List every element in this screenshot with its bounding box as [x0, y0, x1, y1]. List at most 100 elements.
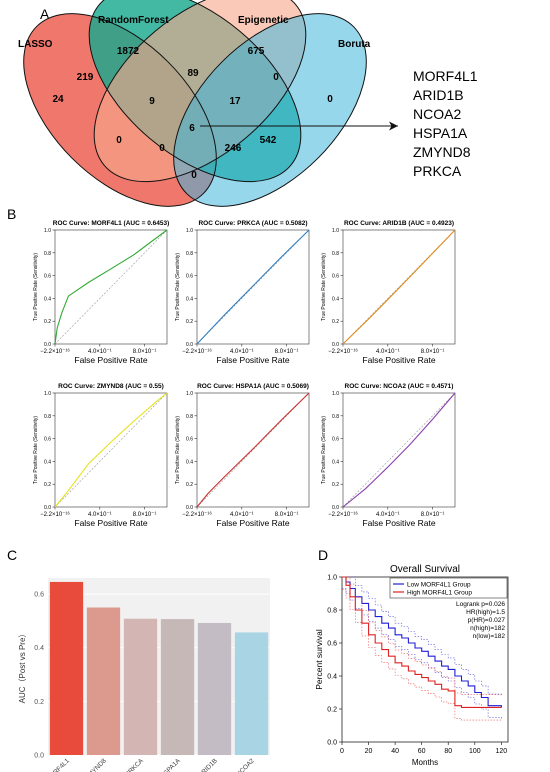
roc-y-tick-label: 0.4: [44, 296, 51, 302]
survival-y-tick-label: 0.4: [327, 674, 337, 681]
roc-y-tick-label: 0.0: [332, 505, 339, 511]
roc-x-tick-label: 8.0×10⁻¹: [421, 349, 445, 355]
roc-x-tick-label: −2.2×10⁻¹⁶: [40, 511, 70, 518]
venn-set-label-epigenetic: Epigenetic: [238, 15, 289, 26]
survival-x-tick-label: 40: [391, 748, 399, 755]
roc-curve-prkca: [196, 229, 310, 345]
venn-count-lasso-epi: 0: [116, 135, 122, 146]
roc-x-axis-label: False Positive Rate: [216, 518, 289, 528]
roc-y-tick-label: 0.8: [44, 251, 51, 257]
roc-y-tick-label: 0.2: [44, 482, 51, 488]
roc-x-tick-label: 8.0×10⁻¹: [275, 512, 299, 518]
venn-count-lasso-boruta: 0: [191, 170, 197, 181]
roc-y-axis-label: True Positive Rate (Sensitivity): [175, 416, 181, 485]
bar-zmynd8: [86, 607, 121, 755]
survival-annotation: Logrank p=0.026: [456, 601, 505, 608]
roc-y-axis-label: True Positive Rate (Sensitivity): [321, 416, 327, 485]
roc-y-tick-label: 0.2: [186, 482, 193, 488]
roc-x-axis-label: False Positive Rate: [362, 518, 435, 528]
roc-x-axis-label: False Positive Rate: [216, 355, 289, 365]
roc-plot-frame: [196, 392, 310, 508]
roc-y-tick-label: 0.4: [44, 459, 51, 465]
roc-x-tick-label: 4.0×10⁻¹: [88, 349, 112, 355]
gene-4: HSPA1A: [413, 125, 468, 141]
survival-y-tick-label: 0.6: [327, 641, 337, 648]
roc-y-tick-label: 0.8: [332, 251, 339, 257]
gene-6: PRKCA: [413, 163, 462, 179]
roc-y-axis-label: True Positive Rate (Sensitivity): [33, 253, 39, 322]
roc-y-tick-label: 1.0: [44, 228, 51, 234]
venn-set-boruta: [173, 13, 367, 207]
roc-panel-hspa1a: ROC Curve: HSPA1A (AUC = 0.5069) 0.0 0.2 0.…: [175, 383, 310, 528]
panel-label-a: A: [40, 6, 50, 22]
roc-plot-frame: [54, 392, 168, 508]
roc-x-tick-label: 4.0×10⁻¹: [376, 512, 400, 518]
venn-count-boruta-only: 0: [327, 94, 333, 105]
roc-y-tick-label: 0.0: [44, 342, 51, 348]
roc-title: ROC Curve: MORF4L1 (AUC = 0.6453): [53, 220, 170, 227]
roc-curve-hspa1a: [196, 392, 310, 508]
venn-set-label-randomforest: RandomForest: [98, 15, 169, 26]
roc-x-tick-label: −2.2×10⁻¹⁶: [328, 511, 358, 518]
bar-category-label: NCOA2: [235, 757, 256, 772]
roc-x-tick-label: 8.0×10⁻¹: [275, 349, 299, 355]
venn-count-rf-epi: 89: [187, 68, 199, 79]
survival-plot-frame: [341, 576, 509, 743]
survival-y-tick-label: 0.8: [327, 608, 337, 615]
bar-y-tick-label: 0.6: [34, 592, 44, 599]
roc-plot-frame: [196, 229, 310, 345]
roc-y-tick-label: 1.0: [186, 228, 193, 234]
survival-annotation: n(low)=182: [473, 633, 506, 640]
panel-label-d: D: [318, 547, 328, 563]
bar-category-label: ZMYND8: [84, 757, 108, 772]
roc-title: ROC Curve: ARID1B (AUC = 0.4923): [344, 220, 454, 227]
roc-y-tick-label: 0.4: [332, 459, 339, 465]
survival-y-tick-label: 1.0: [327, 575, 337, 582]
roc-curve-ncoa2: [342, 392, 456, 508]
roc-y-tick-label: 0.6: [332, 274, 339, 280]
roc-title: ROC Curve: ZMYND8 (AUC = 0.55): [58, 383, 164, 390]
bar-plot-background: [48, 578, 270, 755]
roc-panel-ncoa2: ROC Curve: NCOA2 (AUC = 0.4571) 0.0 0.2 0.4…: [321, 383, 456, 528]
bar-morf4l1: [49, 581, 84, 755]
roc-x-tick-label: 8.0×10⁻¹: [421, 512, 445, 518]
roc-y-axis-label: True Positive Rate (Sensitivity): [33, 416, 39, 485]
roc-x-tick-label: −2.2×10⁻¹⁶: [182, 511, 212, 518]
roc-y-tick-label: 0.2: [332, 482, 339, 488]
roc-curve-zmynd8: [54, 392, 168, 508]
survival-x-tick-label: 60: [418, 748, 426, 755]
roc-y-tick-label: 0.8: [186, 251, 193, 257]
gene-1: MORF4L1: [413, 68, 478, 84]
roc-y-tick-label: 0.6: [332, 437, 339, 443]
roc-y-tick-label: 1.0: [186, 391, 193, 397]
survival-y-axis-label: Percent survival: [314, 629, 324, 690]
gene-5: ZMYND8: [413, 144, 471, 160]
roc-y-tick-label: 0.2: [332, 319, 339, 325]
roc-diagonal: [342, 392, 456, 508]
roc-panel-arid1b: ROC Curve: ARID1B (AUC = 0.4923) 0.0 0.2 0.…: [321, 220, 456, 365]
roc-x-axis-label: False Positive Rate: [74, 518, 147, 528]
bar-y-tick-label: 0.4: [34, 645, 44, 652]
roc-panels: ROC Curve: MORF4L1 (AUC = 0.6453) 0.0 0.2 0…: [33, 220, 456, 528]
venn-count-lasso-rf: 219: [77, 72, 94, 83]
bar-ncoa2: [234, 632, 269, 755]
venn-set-label-boruta: Boruta: [338, 39, 371, 50]
roc-title: ROC Curve: PRKCA (AUC = 0.5082): [198, 220, 307, 227]
bar-hspa1a: [160, 619, 195, 755]
venn-count-epi-boruta: 0: [273, 72, 279, 83]
bar-y-tick-label: 0.2: [34, 699, 44, 706]
roc-x-tick-label: 8.0×10⁻¹: [133, 512, 157, 518]
survival-y-tick-label: 0.0: [327, 740, 337, 747]
roc-x-tick-label: 4.0×10⁻¹: [230, 349, 254, 355]
roc-diagonal: [54, 229, 168, 345]
roc-x-tick-label: 4.0×10⁻¹: [88, 512, 112, 518]
roc-y-tick-label: 1.0: [44, 391, 51, 397]
roc-y-tick-label: 0.8: [186, 414, 193, 420]
roc-plot-frame: [342, 229, 456, 345]
roc-plot-frame: [54, 229, 168, 345]
bar-category-label: ARID1B: [197, 757, 219, 772]
venn-set-label-lasso: LASSO: [18, 39, 53, 50]
survival-title: Overall Survival: [390, 564, 460, 575]
roc-diagonal: [54, 392, 168, 508]
survival-x-axis-label: Months: [412, 758, 438, 767]
